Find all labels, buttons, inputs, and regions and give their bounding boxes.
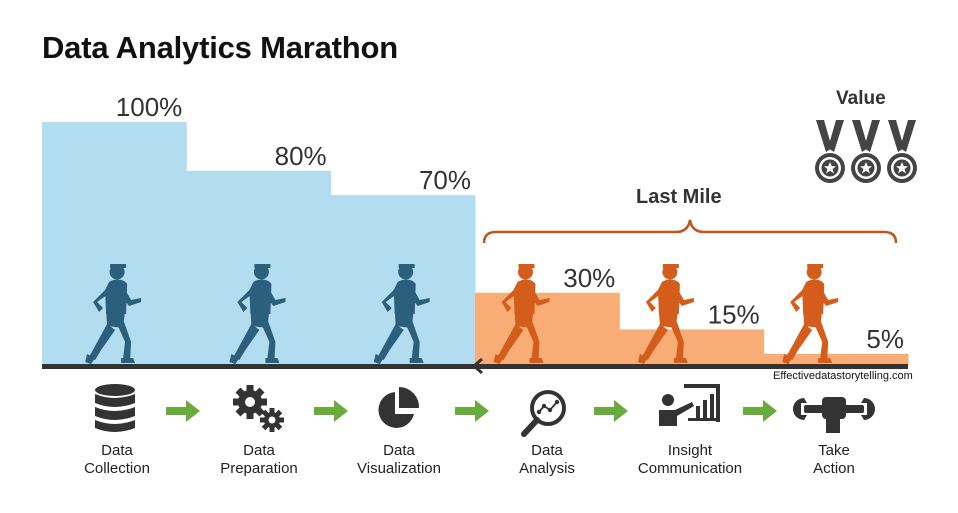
flow-arrow-1 [166,400,200,422]
stage-label-data-preparation: Data Preparation [220,442,298,477]
bar-value-label: 5% [866,324,904,354]
pie-chart-icon [378,387,420,428]
stage-label-data-visualization: Data Visualization [357,442,441,477]
stage-label-data-collection: Data Collection [84,442,150,477]
runner-icon [782,264,839,364]
bar-value-label: 30% [563,263,615,293]
bar-data-analysis [475,292,620,366]
flow-arrow-4 [594,400,628,422]
stage-label-insight-communication: Insight Communication [637,442,743,477]
bar-data-collection [42,122,187,366]
diagram-title: Data Analytics Marathon [42,30,399,65]
medals-icon [815,120,917,183]
stage-label-take-action: Take Action [813,442,855,477]
database-icon [95,384,135,432]
bar-value-label: 70% [419,165,471,195]
credit-text: Effectivedatastorytelling.com [773,370,913,382]
gears-icon [233,385,284,432]
stage-label-data-analysis: Data Analysis [519,442,575,477]
magnifier-chart-icon [521,390,566,437]
flow-arrow-3 [455,400,489,422]
last-mile-bracket [482,219,898,244]
presenter-icon [659,384,720,426]
fist-wrench-icon [793,397,875,433]
bar-value-label: 15% [708,299,760,329]
flow-arrow-5 [743,400,777,422]
last-mile-label: Last Mile [636,186,722,208]
flow-arrow-2 [314,400,348,422]
value-label: Value [836,88,886,109]
bar-value-label: 80% [275,141,327,171]
baseline-chevron [471,357,483,375]
bar-take-action [763,353,909,366]
bar-value-label: 100% [116,92,183,122]
